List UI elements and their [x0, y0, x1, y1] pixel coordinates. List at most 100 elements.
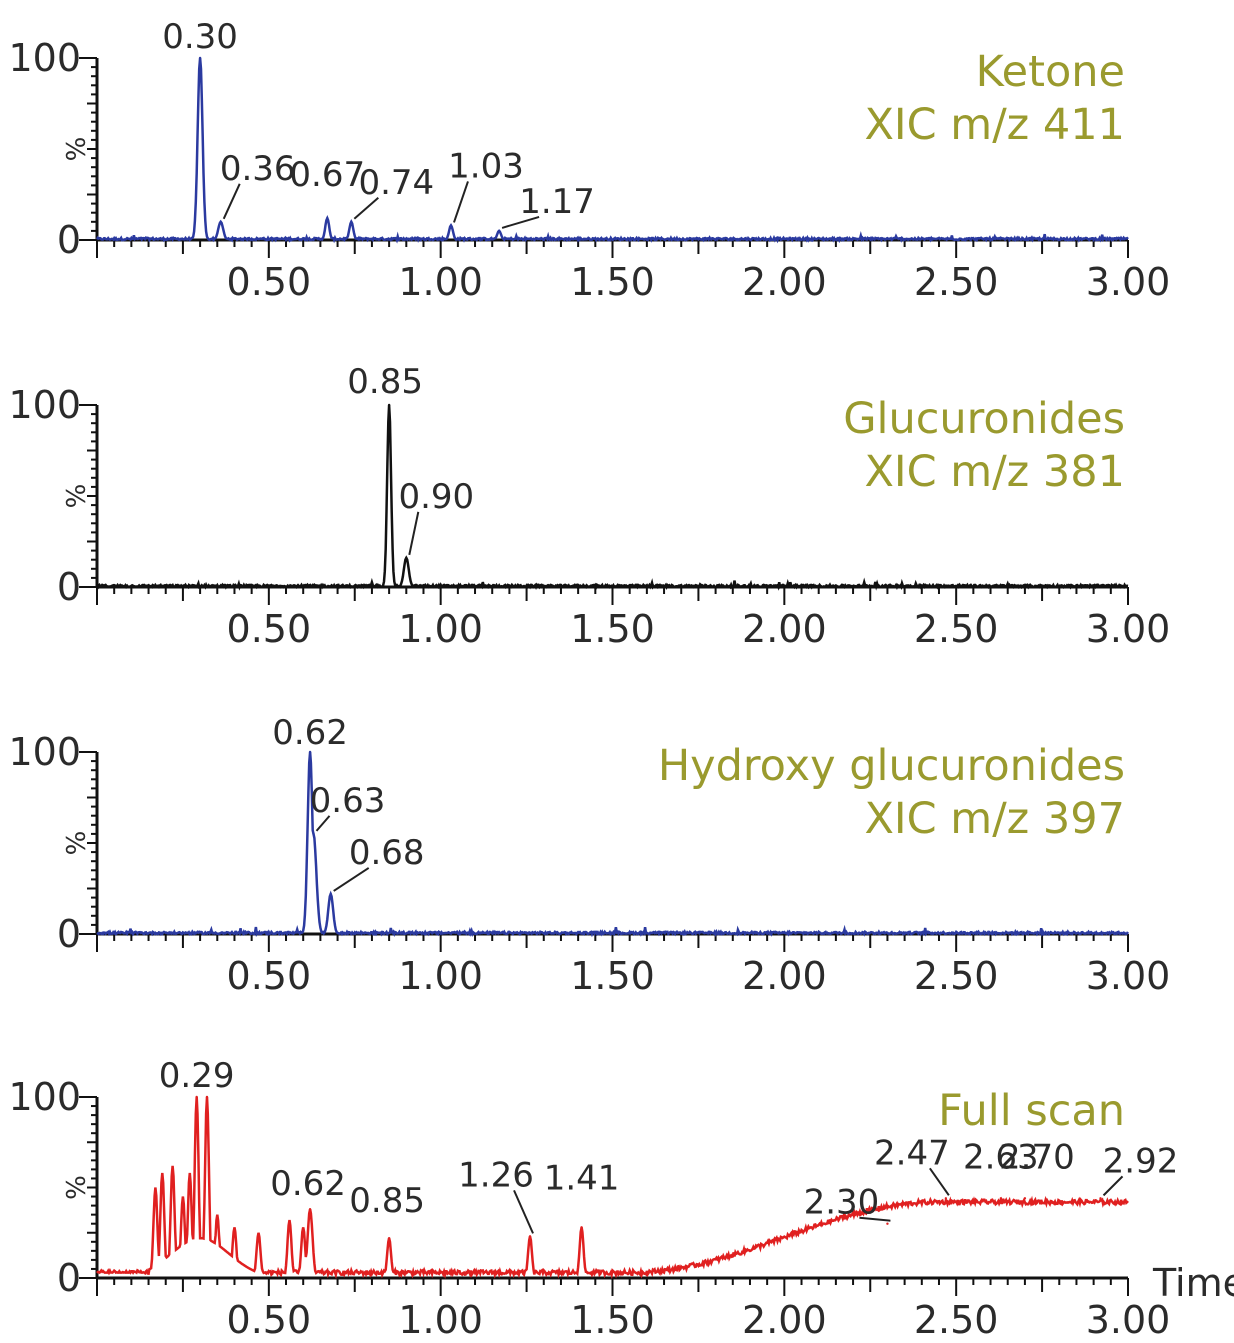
peak-leader-line — [501, 215, 540, 229]
x-tick-label: 2.00 — [742, 607, 827, 651]
peak-label: 0.29 — [159, 1056, 235, 1096]
series-line — [96, 1096, 1129, 1280]
y-tick-label: 0 — [57, 218, 81, 262]
peak-leader-line — [315, 815, 331, 832]
y-tick-label: 0 — [57, 565, 81, 609]
peak-apex — [195, 1095, 198, 1099]
peak-apex — [219, 220, 222, 223]
peak-apex — [1099, 1197, 1102, 1200]
peak-label: 2.63 — [963, 1137, 1039, 1177]
peak-label: 2.30 — [804, 1183, 880, 1223]
peak-label: 1.17 — [519, 182, 595, 222]
peak-label: 0.74 — [358, 163, 434, 203]
x-tick-label: 2.50 — [914, 260, 999, 304]
x-tick-label: 1.00 — [398, 1298, 483, 1342]
x-tick-label: 2.00 — [742, 1298, 827, 1342]
peak-apex — [497, 229, 501, 233]
panel-subtitle: XIC m/z 411 — [864, 100, 1125, 150]
peak-apex — [1023, 1197, 1027, 1200]
peak-leader-line — [859, 1216, 891, 1222]
x-tick-label: 2.00 — [742, 954, 827, 998]
peak-label: 2.92 — [1103, 1141, 1179, 1181]
panel-title: Glucuronides — [843, 394, 1125, 444]
x-tick-label: 1.50 — [570, 1298, 655, 1342]
peak-apex — [449, 224, 453, 227]
panel-subtitle: XIC m/z 381 — [864, 447, 1125, 497]
peak-label: 1.26 — [458, 1155, 534, 1195]
peak-label: 2.47 — [874, 1133, 950, 1173]
x-tick-label: 1.00 — [398, 954, 483, 998]
peak-leader-line — [929, 1167, 950, 1196]
peak-leader-line — [353, 197, 379, 220]
x-tick-label: 3.00 — [1086, 260, 1171, 304]
peak-apex — [308, 750, 312, 754]
series-line — [95, 57, 1129, 244]
peak-apex — [528, 1235, 532, 1238]
peak-leader-line — [513, 1189, 534, 1234]
x-tick-label: 0.50 — [227, 954, 312, 998]
peak-apex — [350, 220, 353, 223]
peak-leader-line — [1102, 1175, 1124, 1197]
x-tick-label: 0.50 — [227, 607, 312, 651]
x-tick-label: 0.50 — [227, 260, 312, 304]
peak-label: 0.68 — [349, 833, 425, 873]
panel-title: Full scan — [938, 1086, 1125, 1136]
y-tick-label: 100 — [8, 36, 81, 80]
y-tick-label: 0 — [57, 1256, 81, 1300]
peak-label: 0.62 — [272, 713, 348, 753]
peak-apex — [326, 216, 329, 220]
y-axis-label: % — [62, 1175, 92, 1200]
peak-apex — [312, 832, 315, 836]
y-tick-label: 100 — [8, 383, 81, 427]
peak-label: 0.63 — [310, 781, 386, 821]
peak-apex — [886, 1222, 889, 1225]
x-tick-label: 2.50 — [914, 1298, 999, 1342]
x-tick-label: 3.00 — [1086, 954, 1171, 998]
y-tick-label: 0 — [57, 912, 81, 956]
y-tick-label: 100 — [8, 730, 81, 774]
peak-apex — [999, 1197, 1003, 1200]
x-tick-label: 1.00 — [398, 607, 483, 651]
y-axis-label: % — [62, 484, 92, 509]
panel-subtitle: XIC m/z 397 — [864, 794, 1125, 844]
peak-apex — [580, 1226, 583, 1229]
peak-apex — [308, 1208, 312, 1211]
peak-label: 1.41 — [544, 1158, 620, 1198]
peak-label: 0.85 — [347, 362, 423, 402]
peak-apex — [205, 1095, 209, 1099]
peak-apex — [198, 56, 202, 60]
panel-title: Ketone — [976, 47, 1125, 97]
peak-label: 0.67 — [289, 155, 365, 195]
peak-leader-line — [333, 867, 370, 892]
peak-label: 0.36 — [220, 149, 296, 189]
peak-leader-line — [222, 183, 241, 220]
x-tick-label: 2.50 — [914, 954, 999, 998]
y-axis-label: % — [62, 137, 92, 162]
panel-title: Hydroxy glucuronides — [658, 741, 1125, 791]
y-tick-label: 100 — [8, 1075, 81, 1119]
chart-panel-2: 0.50 1.00 1.50 2.00 2.50 3.00 100 0% Glucuronide… — [8, 362, 1170, 651]
x-tick-label: 1.50 — [570, 607, 655, 651]
peak-apex — [944, 1197, 948, 1200]
y-axis-label: % — [62, 831, 92, 856]
peak-leader-line — [453, 181, 469, 223]
peak-label: 0.62 — [270, 1164, 346, 1204]
x-tick-label: 2.00 — [742, 260, 827, 304]
peak-apex — [329, 892, 332, 896]
peak-label: 0.30 — [162, 17, 238, 57]
peak-apex — [405, 556, 408, 560]
peak-leader-line — [408, 511, 420, 556]
x-tick-label: 3.00 — [1086, 1298, 1171, 1342]
peak-label: 0.90 — [398, 477, 474, 517]
series-line — [95, 404, 1129, 591]
peak-label: 1.03 — [448, 146, 524, 186]
peak-label: 0.85 — [349, 1181, 425, 1221]
x-tick-label: 1.50 — [570, 954, 655, 998]
peak-label: 2.70 — [999, 1137, 1075, 1177]
chart-panel-3: 0.50 1.00 1.50 2.00 2.50 3.00 100 0% Hydroxy glu… — [8, 713, 1170, 998]
x-tick-label: 3.00 — [1086, 607, 1171, 651]
x-axis-label: Time — [1152, 1261, 1234, 1305]
x-tick-label: 1.00 — [398, 260, 483, 304]
